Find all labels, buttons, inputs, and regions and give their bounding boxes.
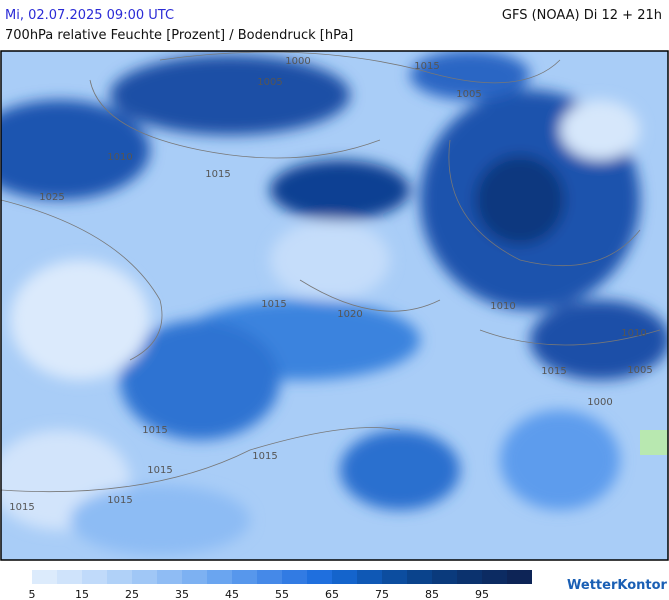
legend-swatch <box>457 570 482 584</box>
legend-swatch <box>182 570 207 584</box>
map-frame <box>0 50 669 561</box>
legend-swatch <box>307 570 332 584</box>
legend-swatch <box>57 570 82 584</box>
legend-swatch <box>232 570 257 584</box>
legend-label: 55 <box>275 588 289 600</box>
isobar-label: 1010 <box>621 328 646 339</box>
legend-label: 35 <box>175 588 189 600</box>
isobar-label: 1005 <box>456 89 481 100</box>
legend-label: 5 <box>29 588 36 600</box>
map <box>1 51 668 560</box>
legend-swatch <box>482 570 507 584</box>
legend-label: 65 <box>325 588 339 600</box>
isobar-label: 1015 <box>252 451 277 462</box>
isobar-label: 1015 <box>261 299 286 310</box>
legend-swatch <box>407 570 432 584</box>
legend-label: 75 <box>375 588 389 600</box>
legend-label: 95 <box>475 588 489 600</box>
legend-label: 25 <box>125 588 139 600</box>
subtitle: 700hPa relative Feuchte [Prozent] / Bode… <box>5 28 353 43</box>
legend-swatch <box>332 570 357 584</box>
legend-swatch <box>207 570 232 584</box>
isobar-label: 1015 <box>142 425 167 436</box>
isobar-label: 1010 <box>490 301 515 312</box>
legend-swatch <box>507 570 532 584</box>
logo: WetterKontor <box>567 578 668 593</box>
legend-swatch <box>257 570 282 584</box>
legend-swatch <box>32 570 57 584</box>
legend-swatch <box>432 570 457 584</box>
legend-swatch <box>282 570 307 584</box>
isobar-label: 1015 <box>205 169 230 180</box>
datetime: Mi, 02.07.2025 09:00 UTC <box>5 8 174 23</box>
legend-swatch <box>82 570 107 584</box>
isobar-label: 1005 <box>627 365 652 376</box>
legend-swatch <box>157 570 182 584</box>
isobar-label: 1010 <box>107 152 132 163</box>
isobar-label: 1015 <box>147 465 172 476</box>
legend-swatch <box>107 570 132 584</box>
isobar-label: 1015 <box>107 495 132 506</box>
isobar-label: 1015 <box>414 61 439 72</box>
isobar-label: 1000 <box>285 56 310 67</box>
isobar-label: 1025 <box>39 192 64 203</box>
isobar-label: 1015 <box>9 502 34 513</box>
legend-swatch <box>382 570 407 584</box>
legend-label: 15 <box>75 588 89 600</box>
isobar-label: 1005 <box>257 77 282 88</box>
legend-label: 45 <box>225 588 239 600</box>
model-run: GFS (NOAA) Di 12 + 21h <box>502 8 662 23</box>
legend-label: 85 <box>425 588 439 600</box>
isobar-label: 1000 <box>587 397 612 408</box>
isobar-label: 1015 <box>541 366 566 377</box>
isobar-label: 1020 <box>337 309 362 320</box>
legend-swatch <box>132 570 157 584</box>
legend-swatch <box>357 570 382 584</box>
